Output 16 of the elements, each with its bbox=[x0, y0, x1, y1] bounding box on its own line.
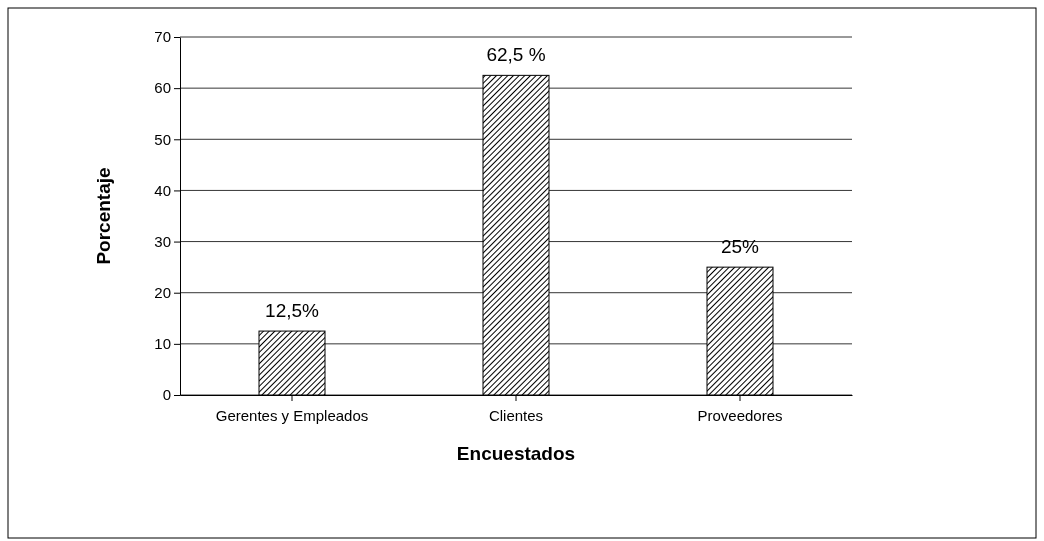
x-tick-label: Proveedores bbox=[697, 406, 783, 424]
x-tick-label: Gerentes y Empleados bbox=[215, 406, 369, 424]
y-tick-label: 0 bbox=[162, 386, 171, 404]
y-tick-label: 20 bbox=[154, 284, 171, 302]
data-label: 25% bbox=[720, 236, 760, 258]
x-axis-title: Encuestados bbox=[456, 443, 576, 464]
data-label: 12,5% bbox=[265, 300, 320, 322]
y-axis-title: Porcentaje bbox=[93, 167, 114, 265]
y-tick-label: 40 bbox=[154, 181, 171, 199]
y-tick-label: 60 bbox=[154, 79, 171, 97]
y-tick-label: 10 bbox=[154, 335, 171, 353]
y-tick-label: 50 bbox=[154, 130, 171, 148]
data-label: 62,5 % bbox=[486, 44, 546, 66]
y-tick-label: 70 bbox=[154, 28, 171, 46]
x-tick-label: Clientes bbox=[488, 406, 544, 424]
y-tick-label: 30 bbox=[154, 232, 171, 250]
